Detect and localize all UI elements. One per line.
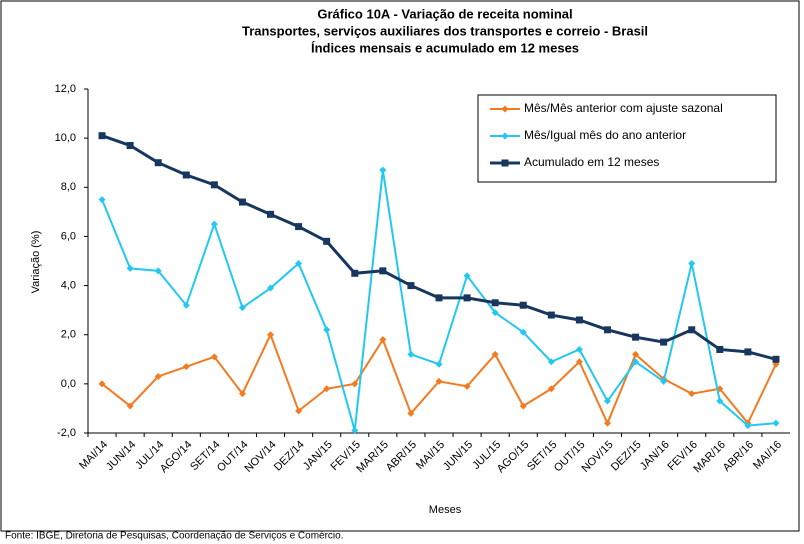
y-tick-label: 4,0 [61,279,76,291]
point-marker [295,259,303,267]
point-marker [603,397,611,405]
point-marker [267,331,275,339]
point-marker [688,259,696,267]
point-marker [379,336,387,344]
x-axis-label: Meses [429,504,462,516]
point-marker [463,382,471,390]
point-marker [407,350,415,358]
point-marker [435,377,443,385]
point-marker [379,267,387,275]
legend-label: Mês/Igual mês do ano anterior [524,128,686,142]
point-marker [407,282,415,290]
point-marker [716,345,724,353]
point-marker [154,372,162,380]
point-marker [323,385,331,393]
y-tick-label: 12,0 [55,83,76,95]
y-axis-label: Variação (%) [30,231,42,294]
point-marker [238,390,246,398]
point-marker [660,377,668,385]
point-marker [744,422,752,430]
chart-frame [0,0,800,532]
point-marker [547,311,555,319]
legend-label: Acumulado em 12 meses [524,155,659,169]
point-marker [238,198,246,206]
point-marker [632,333,640,341]
point-marker [575,345,583,353]
point-marker [267,284,275,292]
point-marker [491,299,499,307]
point-marker [154,159,162,167]
point-marker [126,264,134,272]
point-marker [182,171,190,179]
point-marker [182,363,190,371]
point-marker [519,301,527,309]
point-marker [126,402,134,410]
y-tick-label: 0,0 [61,378,76,390]
point-marker [182,301,190,309]
point-marker [688,390,696,398]
point-marker [491,309,499,317]
point-marker [379,166,387,174]
legend-marker [501,132,509,140]
point-marker [688,326,696,334]
point-marker [547,358,555,366]
y-tick-label: 10,0 [55,132,76,144]
point-marker [295,223,303,231]
y-tick-label: 6,0 [61,230,76,242]
point-marker [351,269,359,277]
point-marker [632,358,640,366]
point-marker [603,419,611,427]
point-marker [210,181,218,189]
point-marker [154,267,162,275]
point-marker [547,385,555,393]
point-marker [323,237,331,245]
point-marker [98,380,106,388]
point-marker [407,409,415,417]
point-marker [435,360,443,368]
legend-label: Mês/Mês anterior com ajuste sazonal [524,101,723,115]
point-marker [351,380,359,388]
point-marker [660,338,668,346]
point-marker [238,304,246,312]
point-marker [210,353,218,361]
point-marker [519,328,527,336]
point-marker [463,272,471,280]
point-marker [744,348,752,356]
point-marker [575,358,583,366]
point-marker [267,210,275,218]
point-marker [351,427,359,435]
point-marker [519,402,527,410]
chart-title: Gráfico 10A - Variação de receita nomina… [317,6,572,21]
point-marker [491,350,499,358]
chart-subtitle: Índices mensais e acumulado em 12 meses [311,40,579,55]
y-tick-label: 8,0 [61,181,76,193]
point-marker [210,220,218,228]
point-marker [603,326,611,334]
source-note: Fonte: IBGE, Diretoria de Pesquisas, Coo… [5,531,344,542]
point-marker [98,132,106,140]
chart-subtitle: Transportes, serviços auxiliares dos tra… [242,23,648,38]
point-marker [323,326,331,334]
point-marker [435,294,443,302]
y-tick-label: 2,0 [61,329,76,341]
legend-box [477,94,777,183]
legend-marker [501,159,509,167]
point-marker [575,316,583,324]
point-marker [295,407,303,415]
point-marker [772,419,780,427]
point-marker [98,196,106,204]
point-marker [716,397,724,405]
point-marker [772,355,780,363]
point-marker [463,294,471,302]
y-tick-label: -2,0 [57,427,76,439]
point-marker [632,350,640,358]
legend-marker [501,105,509,113]
point-marker [126,142,134,150]
